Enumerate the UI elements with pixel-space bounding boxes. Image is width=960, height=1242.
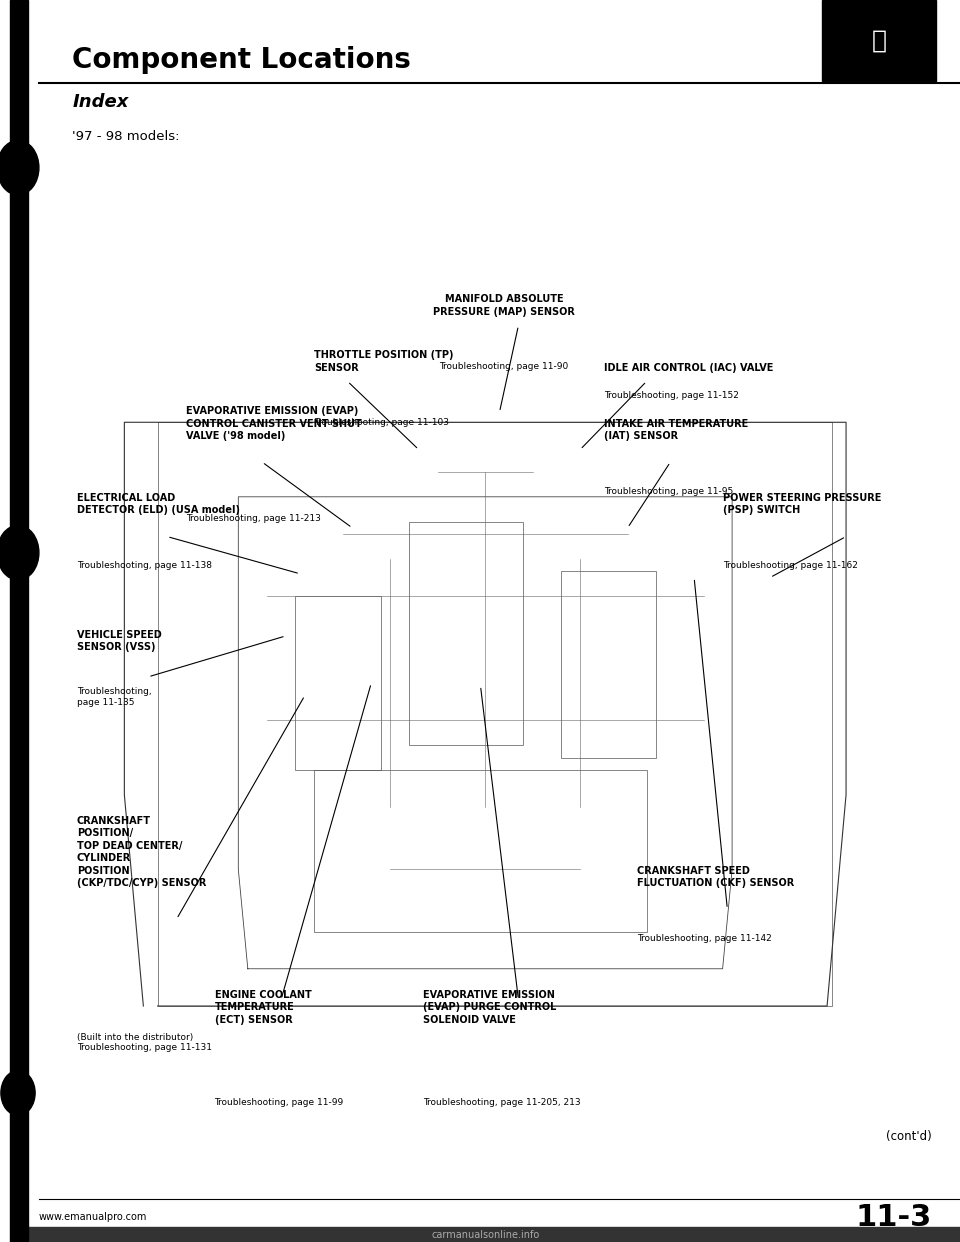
- Text: IDLE AIR CONTROL (IAC) VALVE: IDLE AIR CONTROL (IAC) VALVE: [604, 363, 774, 373]
- Text: Troubleshooting, page 11-138: Troubleshooting, page 11-138: [77, 561, 212, 570]
- Text: 11-3: 11-3: [855, 1202, 931, 1232]
- Text: Troubleshooting, page 11-213: Troubleshooting, page 11-213: [186, 514, 321, 523]
- Bar: [409, 522, 523, 745]
- Bar: [11, 1227, 960, 1242]
- Text: CRANKSHAFT SPEED
FLUCTUATION (CKF) SENSOR: CRANKSHAFT SPEED FLUCTUATION (CKF) SENSO…: [637, 866, 794, 888]
- Text: Troubleshooting, page 11-152: Troubleshooting, page 11-152: [604, 391, 739, 400]
- Text: CRANKSHAFT
POSITION/
TOP DEAD CENTER/
CYLINDER
POSITION
(CKP/TDC/CYP) SENSOR: CRANKSHAFT POSITION/ TOP DEAD CENTER/ CY…: [77, 816, 206, 888]
- Text: POWER STEERING PRESSURE
(PSP) SWITCH: POWER STEERING PRESSURE (PSP) SWITCH: [723, 493, 881, 515]
- Text: Troubleshooting, page 11-103: Troubleshooting, page 11-103: [314, 419, 449, 427]
- Bar: [296, 596, 381, 770]
- Text: Troubleshooting, page 11-142: Troubleshooting, page 11-142: [637, 934, 772, 943]
- Text: Troubleshooting, page 11-90: Troubleshooting, page 11-90: [440, 363, 569, 371]
- Text: ELECTRICAL LOAD
DETECTOR (ELD) (USA model): ELECTRICAL LOAD DETECTOR (ELD) (USA mode…: [77, 493, 240, 515]
- Circle shape: [1, 1071, 36, 1115]
- Text: VEHICLE SPEED
SENSOR (VSS): VEHICLE SPEED SENSOR (VSS): [77, 630, 161, 652]
- Text: www.emanualpro.com: www.emanualpro.com: [39, 1212, 147, 1222]
- Text: Troubleshooting, page 11-95: Troubleshooting, page 11-95: [604, 487, 733, 496]
- Text: (cont'd): (cont'd): [886, 1130, 931, 1143]
- Bar: [11, 0, 28, 1242]
- Bar: [823, 0, 936, 81]
- Text: THROTTLE POSITION (TP)
SENSOR: THROTTLE POSITION (TP) SENSOR: [314, 350, 454, 373]
- Bar: [157, 422, 831, 1006]
- Circle shape: [0, 525, 39, 580]
- Text: Troubleshooting, page 11-205, 213: Troubleshooting, page 11-205, 213: [423, 1098, 581, 1107]
- Bar: [314, 770, 647, 932]
- Text: carmanualsonline.info: carmanualsonline.info: [431, 1230, 540, 1240]
- Text: '97 - 98 models:: '97 - 98 models:: [72, 130, 180, 143]
- Text: MANIFOLD ABSOLUTE
PRESSURE (MAP) SENSOR: MANIFOLD ABSOLUTE PRESSURE (MAP) SENSOR: [433, 294, 575, 317]
- Text: EVAPORATIVE EMISSION
(EVAP) PURGE CONTROL
SOLENOID VALVE: EVAPORATIVE EMISSION (EVAP) PURGE CONTRO…: [423, 990, 557, 1025]
- Text: ENGINE COOLANT
TEMPERATURE
(ECT) SENSOR: ENGINE COOLANT TEMPERATURE (ECT) SENSOR: [215, 990, 311, 1025]
- Text: (Built into the distributor)
Troubleshooting, page 11-131: (Built into the distributor) Troubleshoo…: [77, 1032, 212, 1052]
- Text: Index: Index: [72, 93, 129, 111]
- Bar: [562, 571, 656, 758]
- Text: 🚗: 🚗: [872, 29, 887, 52]
- Text: EVAPORATIVE EMISSION (EVAP)
CONTROL CANISTER VENT SHUT
VALVE ('98 model): EVAPORATIVE EMISSION (EVAP) CONTROL CANI…: [186, 406, 362, 441]
- Text: Troubleshooting,
page 11-135: Troubleshooting, page 11-135: [77, 687, 152, 707]
- Text: Component Locations: Component Locations: [72, 46, 411, 73]
- Text: Troubleshooting, page 11-162: Troubleshooting, page 11-162: [723, 561, 857, 570]
- Text: Troubleshooting, page 11-99: Troubleshooting, page 11-99: [215, 1098, 344, 1107]
- Circle shape: [0, 140, 39, 195]
- Text: INTAKE AIR TEMPERATURE
(IAT) SENSOR: INTAKE AIR TEMPERATURE (IAT) SENSOR: [604, 419, 748, 441]
